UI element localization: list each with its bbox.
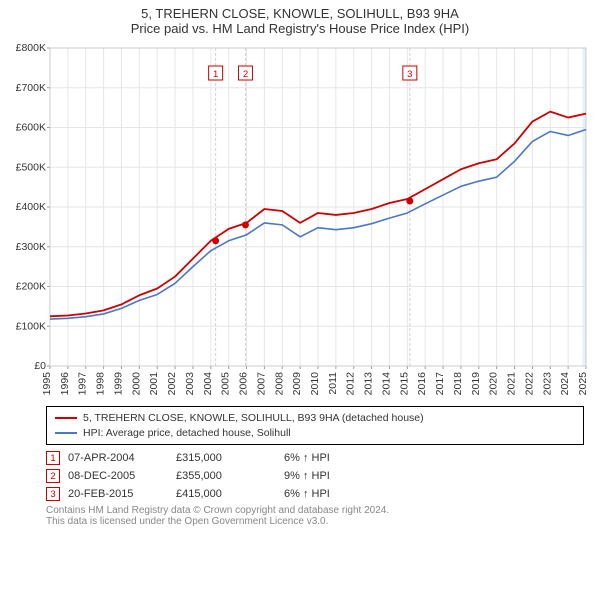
- legend-swatch: [55, 417, 77, 419]
- svg-text:2005: 2005: [220, 372, 232, 396]
- svg-text:2003: 2003: [184, 372, 196, 396]
- svg-text:2012: 2012: [345, 372, 357, 396]
- svg-text:2021: 2021: [506, 372, 518, 396]
- svg-text:2008: 2008: [273, 372, 285, 396]
- svg-text:£600K: £600K: [16, 122, 46, 134]
- svg-text:2022: 2022: [523, 372, 535, 396]
- svg-text:2019: 2019: [470, 372, 482, 396]
- svg-text:2000: 2000: [130, 372, 142, 396]
- svg-text:£200K: £200K: [16, 281, 46, 293]
- svg-text:2014: 2014: [380, 372, 392, 396]
- svg-text:2013: 2013: [363, 372, 375, 396]
- svg-text:£400K: £400K: [16, 201, 46, 213]
- price-chart: £0 £100K £200K £300K £400K £500K £600K £700K £80…: [8, 42, 592, 402]
- svg-text:2010: 2010: [309, 372, 321, 396]
- svg-text:1997: 1997: [77, 372, 89, 396]
- svg-text:2015: 2015: [398, 372, 410, 396]
- sale-marker-box: 3: [46, 487, 60, 501]
- svg-text:2025: 2025: [577, 372, 589, 396]
- svg-text:1: 1: [213, 69, 218, 80]
- svg-text:2017: 2017: [434, 372, 446, 396]
- sale-date: 07-APR-2004: [68, 452, 168, 464]
- sale-row: 2 08-DEC-2005 £355,000 9% ↑ HPI: [46, 469, 584, 483]
- svg-text:2004: 2004: [202, 372, 214, 396]
- footnote: Contains HM Land Registry data © Crown c…: [46, 505, 584, 527]
- sale-marker-box: 2: [46, 469, 60, 483]
- svg-text:3: 3: [407, 69, 412, 80]
- chart-svg: £0 £100K £200K £300K £400K £500K £600K £700K £80…: [8, 42, 592, 402]
- sale-row: 3 20-FEB-2015 £415,000 6% ↑ HPI: [46, 487, 584, 501]
- svg-text:1995: 1995: [41, 372, 53, 396]
- svg-text:2007: 2007: [255, 372, 267, 396]
- svg-text:2011: 2011: [327, 372, 339, 395]
- svg-text:2002: 2002: [166, 372, 178, 396]
- footnote-line: This data is licensed under the Open Gov…: [46, 516, 584, 527]
- legend-row-property: 5, TREHERN CLOSE, KNOWLE, SOLIHULL, B93 …: [55, 411, 575, 426]
- svg-text:2024: 2024: [559, 372, 571, 396]
- sale-price: £315,000: [176, 452, 276, 464]
- legend-label: 5, TREHERN CLOSE, KNOWLE, SOLIHULL, B93 …: [83, 411, 424, 426]
- svg-text:2020: 2020: [488, 372, 500, 396]
- svg-text:£100K: £100K: [16, 320, 46, 332]
- svg-text:£0: £0: [34, 360, 46, 372]
- legend-swatch: [55, 432, 77, 434]
- footnote-line: Contains HM Land Registry data © Crown c…: [46, 505, 584, 516]
- svg-text:1999: 1999: [112, 372, 124, 396]
- sale-price: £415,000: [176, 488, 276, 500]
- svg-text:£500K: £500K: [16, 161, 46, 173]
- sale-price: £355,000: [176, 470, 276, 482]
- svg-text:2009: 2009: [291, 372, 303, 396]
- page-subtitle: Price paid vs. HM Land Registry's House …: [8, 21, 592, 36]
- sale-marker-box: 1: [46, 451, 60, 465]
- sale-row: 1 07-APR-2004 £315,000 6% ↑ HPI: [46, 451, 584, 465]
- legend-label: HPI: Average price, detached house, Soli…: [83, 426, 291, 441]
- svg-text:2016: 2016: [416, 372, 428, 396]
- svg-text:2001: 2001: [148, 372, 160, 396]
- svg-text:1996: 1996: [59, 372, 71, 396]
- svg-text:£700K: £700K: [16, 82, 46, 94]
- sale-date: 08-DEC-2005: [68, 470, 168, 482]
- sale-pct: 6% ↑ HPI: [284, 452, 394, 464]
- svg-text:£300K: £300K: [16, 241, 46, 253]
- svg-text:2023: 2023: [541, 372, 553, 396]
- svg-text:£800K: £800K: [16, 42, 46, 54]
- sale-pct: 6% ↑ HPI: [284, 488, 394, 500]
- sale-list: 1 07-APR-2004 £315,000 6% ↑ HPI 2 08-DEC…: [46, 451, 584, 501]
- svg-text:2018: 2018: [452, 372, 464, 396]
- svg-text:1998: 1998: [95, 372, 107, 396]
- sale-pct: 9% ↑ HPI: [284, 470, 394, 482]
- chart-legend: 5, TREHERN CLOSE, KNOWLE, SOLIHULL, B93 …: [46, 406, 584, 445]
- svg-text:2: 2: [243, 69, 248, 80]
- sale-date: 20-FEB-2015: [68, 488, 168, 500]
- legend-row-hpi: HPI: Average price, detached house, Soli…: [55, 426, 575, 441]
- page-title: 5, TREHERN CLOSE, KNOWLE, SOLIHULL, B93 …: [8, 6, 592, 21]
- svg-text:2006: 2006: [238, 372, 250, 396]
